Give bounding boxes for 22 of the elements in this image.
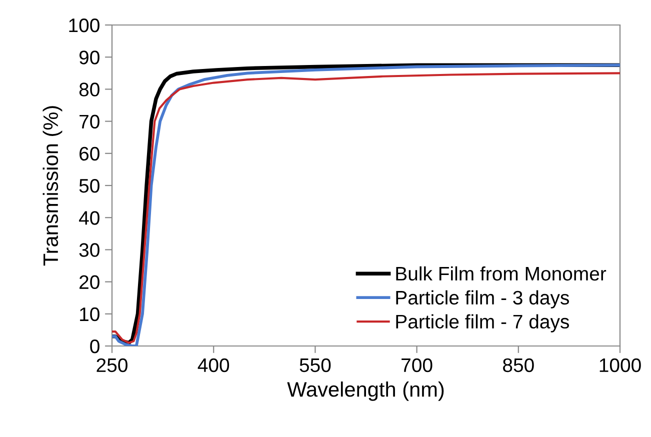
legend-label: Particle film - 7 days [396,314,569,332]
x-tick-label: 250 [96,358,128,372]
y-tick-label: 30 [79,243,100,257]
x-tick-label: 1000 [600,358,641,372]
x-tick-label: 700 [402,358,432,372]
x-tick-label: 550 [300,358,331,372]
y-tick-label: 40 [79,211,100,225]
y-tick-label: 50 [79,178,100,193]
legend-label: Bulk Film from Monomer [396,266,606,281]
x-axis-title: Wavelength (nm) [287,381,444,401]
y-tick-label: 90 [79,50,100,64]
y-tick-label: 80 [79,82,100,96]
y-tick-label: 70 [80,114,100,129]
legend-label: Particle film - 3 days [396,290,569,308]
y-tick-label: 20 [80,275,100,290]
y-tick-label: 10 [80,307,100,322]
y-tick-label: 100 [69,18,100,32]
y-tick-label: 0 [90,339,100,354]
x-tick-label: 850 [503,358,534,372]
y-tick-label: 60 [80,146,100,161]
y-axis-title: Transmission (%) [42,106,62,266]
x-tick-label: 400 [198,358,230,372]
